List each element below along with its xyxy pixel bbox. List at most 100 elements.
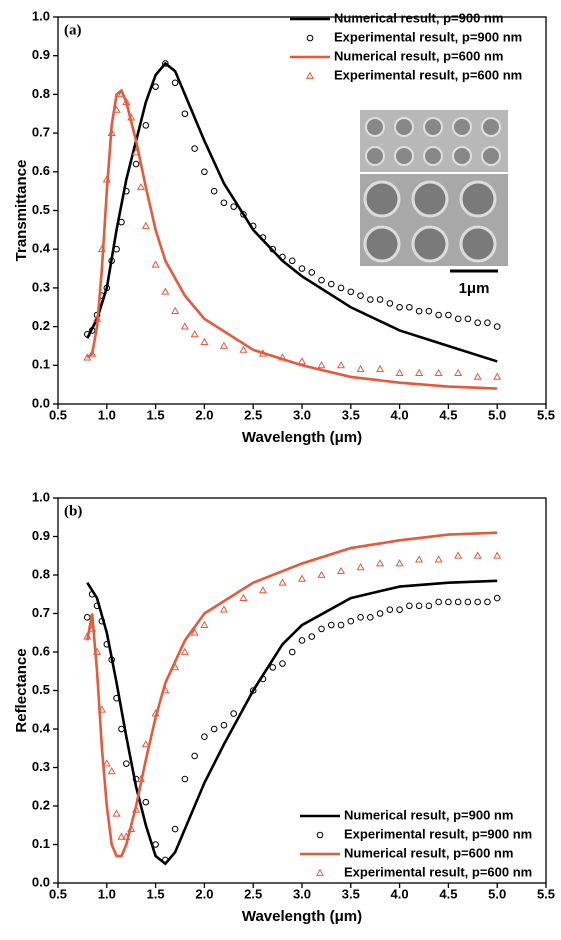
y-tick-label: 0.9 <box>32 528 50 543</box>
marker-circle <box>230 710 237 717</box>
x-tick-label: 4.5 <box>439 407 457 422</box>
marker-circle <box>445 311 452 319</box>
x-tick-label: 2.5 <box>244 407 262 422</box>
legend-label: Numerical result, p=600 nm <box>334 48 503 63</box>
marker-circle <box>386 606 394 613</box>
marker-triangle <box>278 353 287 361</box>
marker-circle <box>347 288 355 296</box>
panel-label: (a) <box>64 22 82 38</box>
marker-triangle <box>180 647 189 655</box>
y-axis-title: Transmittance <box>13 160 30 262</box>
legend-label: Numerical result, p=900 nm <box>334 10 503 25</box>
marker-circle <box>103 641 111 648</box>
marker-circle <box>113 245 120 253</box>
marker-circle <box>230 203 237 210</box>
legend-label: Experimental result, p=600 nm <box>344 864 532 879</box>
marker-circle <box>425 602 433 610</box>
marker-circle <box>474 598 481 606</box>
marker-circle <box>201 733 208 741</box>
marker-triangle <box>107 128 116 136</box>
marker-circle <box>484 319 491 327</box>
legend-swatch <box>305 71 315 79</box>
marker-triangle <box>376 364 385 373</box>
marker-triangle <box>180 322 189 330</box>
marker-circle <box>142 122 150 129</box>
series-line <box>86 61 498 363</box>
marker-triangle <box>473 372 482 380</box>
marker-circle <box>83 331 91 338</box>
marker-triangle <box>454 368 463 376</box>
y-tick-label: 0.5 <box>32 202 50 217</box>
y-tick-label: 0.8 <box>32 86 50 101</box>
marker-circle <box>210 187 218 195</box>
legend-label: Experimental result, p=600 nm <box>334 67 522 82</box>
y-tick-label: 0.1 <box>32 836 50 851</box>
marker-circle <box>132 160 140 168</box>
legend-swatch <box>315 868 325 876</box>
x-tick-label: 3.0 <box>293 407 311 422</box>
y-tick-label: 0.6 <box>32 643 50 658</box>
marker-circle <box>298 637 306 644</box>
marker-circle <box>210 725 218 733</box>
marker-circle <box>118 725 125 733</box>
marker-circle <box>445 598 452 606</box>
scale-label: 1μm <box>459 280 490 297</box>
marker-circle <box>357 614 364 621</box>
legend-swatch <box>306 34 314 42</box>
y-tick-label: 0.0 <box>32 874 50 889</box>
marker-circle <box>327 621 335 629</box>
series-line <box>86 579 498 866</box>
series-line <box>86 531 498 858</box>
marker-circle <box>162 60 169 67</box>
marker-triangle <box>107 767 116 775</box>
y-tick-label: 0.4 <box>32 241 51 256</box>
series-line <box>86 88 498 390</box>
x-axis-title: Wavelength (μm) <box>242 908 362 925</box>
marker-circle <box>83 614 91 621</box>
x-tick-label: 3.5 <box>342 407 360 422</box>
marker-circle <box>181 775 189 783</box>
x-tick-label: 5.5 <box>537 407 555 422</box>
x-tick-label: 4.0 <box>391 407 409 422</box>
marker-circle <box>201 168 208 176</box>
marker-circle <box>191 752 198 760</box>
marker-circle <box>337 284 345 292</box>
marker-triangle <box>415 368 424 376</box>
y-tick-label: 0.2 <box>32 797 50 812</box>
y-tick-label: 1.0 <box>32 8 50 23</box>
marker-circle <box>425 307 433 315</box>
marker-circle <box>464 315 472 323</box>
marker-circle <box>118 218 125 226</box>
marker-circle <box>484 598 491 606</box>
marker-triangle <box>102 175 111 183</box>
marker-triangle <box>122 832 131 840</box>
marker-triangle <box>88 349 97 357</box>
marker-circle <box>288 648 296 656</box>
marker-triangle <box>454 551 463 559</box>
marker-triangle <box>493 551 502 559</box>
marker-circle <box>386 300 394 307</box>
x-tick-label: 5.0 <box>488 886 506 901</box>
x-tick-label: 5.0 <box>488 407 506 422</box>
marker-triangle <box>102 759 111 767</box>
marker-triangle <box>200 337 209 345</box>
marker-circle <box>367 614 374 621</box>
marker-circle <box>318 276 325 284</box>
marker-circle <box>493 594 501 602</box>
marker-circle <box>415 307 423 315</box>
marker-circle <box>88 590 96 598</box>
marker-circle <box>308 633 316 640</box>
y-tick-label: 0.8 <box>32 566 50 581</box>
marker-triangle <box>190 628 199 636</box>
marker-triangle <box>97 244 106 253</box>
marker-circle <box>406 602 413 610</box>
marker-triangle <box>88 624 97 632</box>
marker-circle <box>327 280 335 288</box>
marker-circle <box>249 222 257 230</box>
marker-triangle <box>141 740 150 748</box>
marker-circle <box>88 327 96 334</box>
marker-circle <box>454 315 462 323</box>
marker-circle <box>98 617 106 625</box>
marker-circle <box>337 621 345 629</box>
marker-circle <box>259 675 267 683</box>
